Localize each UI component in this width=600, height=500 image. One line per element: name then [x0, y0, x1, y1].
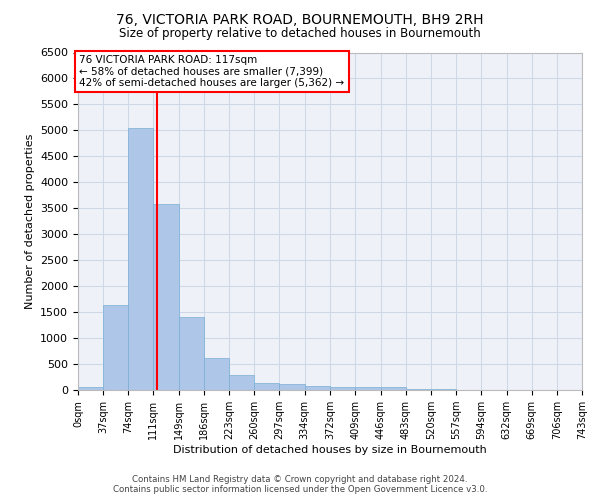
Bar — [153, 204, 179, 390]
Bar — [406, 389, 431, 390]
Bar — [78, 386, 103, 390]
Y-axis label: Number of detached properties: Number of detached properties — [25, 134, 35, 309]
Text: Contains HM Land Registry data © Crown copyright and database right 2024.
Contai: Contains HM Land Registry data © Crown c… — [113, 474, 487, 494]
Bar — [305, 386, 331, 390]
X-axis label: Distribution of detached houses by size in Bournemouth: Distribution of detached houses by size … — [173, 445, 487, 455]
Bar — [280, 384, 305, 390]
Text: Size of property relative to detached houses in Bournemouth: Size of property relative to detached ho… — [119, 28, 481, 40]
Bar — [103, 305, 128, 390]
Bar — [254, 382, 280, 390]
Bar — [229, 375, 254, 390]
Bar — [204, 358, 229, 390]
Bar — [179, 318, 204, 390]
Text: 76 VICTORIA PARK ROAD: 117sqm
← 58% of detached houses are smaller (7,399)
42% o: 76 VICTORIA PARK ROAD: 117sqm ← 58% of d… — [79, 55, 344, 88]
Bar — [355, 388, 380, 390]
Bar — [331, 388, 355, 390]
Text: 76, VICTORIA PARK ROAD, BOURNEMOUTH, BH9 2RH: 76, VICTORIA PARK ROAD, BOURNEMOUTH, BH9… — [116, 12, 484, 26]
Bar — [128, 128, 153, 390]
Bar — [380, 388, 406, 390]
